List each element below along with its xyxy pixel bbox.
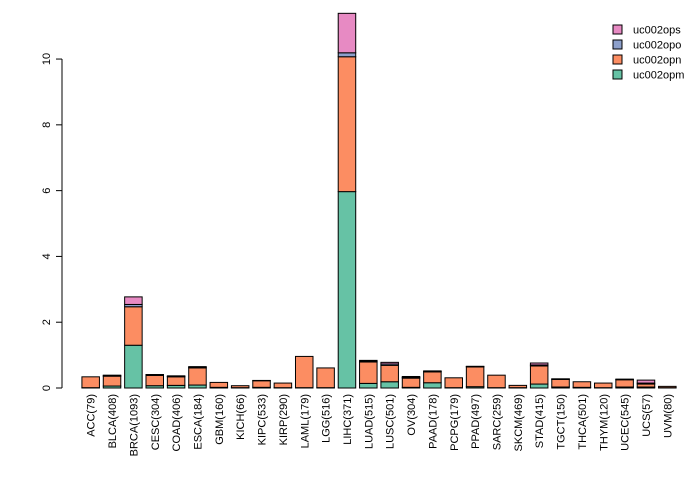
bar-uc002opn-paad178 — [423, 371, 442, 384]
bar-uc002ops-blca408 — [102, 374, 122, 377]
y-tick-label: 2 — [41, 319, 53, 325]
bar-uc002opn-kirp290 — [273, 382, 293, 389]
bar-uc002opn-thca501 — [572, 381, 592, 388]
x-tick-label: THYM(120) — [598, 394, 610, 451]
x-tick-label: UVM(80) — [662, 394, 674, 438]
bar-uc002opn-uvm80 — [658, 385, 677, 389]
bar-uc002opn-kipc533 — [252, 380, 271, 388]
bar-uc002opn-stad415 — [529, 365, 549, 385]
x-tick-label: ESCA(184) — [192, 394, 204, 450]
bar-uc002opm-stad415 — [529, 383, 549, 389]
x-tick-label: LUSC(501) — [385, 394, 397, 449]
x-tick-label: SKCM(469) — [513, 394, 525, 451]
bar-uc002opm-lihc371 — [337, 191, 357, 389]
bar-uc002ops-ucs57 — [636, 379, 656, 384]
x-tick-label: PPAD(497) — [470, 394, 482, 449]
y-tick-label: 6 — [41, 188, 53, 194]
y-tick-label: 8 — [41, 122, 53, 128]
bar-uc002opn-luad515 — [359, 361, 378, 384]
bar-uc002ops-cesc304 — [145, 374, 165, 376]
legend: uc002ops uc002opo uc002opn uc002opm — [612, 24, 684, 82]
bar-uc002opn-thym120 — [593, 382, 613, 389]
bar-uc002opn-laml179 — [294, 355, 314, 389]
bar-uc002opn-tgct150 — [551, 378, 570, 388]
y-axis: 0 2 4 6 8 10 — [41, 53, 63, 391]
bar-uc002opn-sarc259 — [487, 374, 506, 389]
x-tick-label: PCPG(179) — [449, 394, 461, 451]
bar-uc002opn-acc79 — [81, 376, 100, 389]
bar-uc002opn-cesc304 — [145, 375, 165, 387]
x-tick-label: KICH(66) — [235, 394, 247, 440]
bar-uc002ops-brca1093 — [124, 296, 143, 305]
y-tick-label: 4 — [41, 253, 53, 259]
x-tick-label: ACC(79) — [86, 394, 98, 437]
bar-uc002ops-lusc501 — [380, 361, 399, 365]
x-tick-label: THCA(501) — [577, 394, 589, 450]
bar-uc002opn-lusc501 — [380, 364, 399, 383]
legend-swatch-uc002opm — [612, 69, 623, 80]
bar-uc002opn-brca1093 — [124, 306, 143, 346]
bar-uc002opn-kich66 — [230, 385, 250, 389]
x-tick-label: UCS(57) — [641, 394, 653, 437]
x-tick-label: OV(304) — [406, 394, 418, 436]
bar-uc002opn-lihc371 — [337, 56, 357, 193]
bars-layer — [81, 12, 677, 389]
x-tick-label: BRCA(1093) — [128, 394, 140, 456]
x-tick-label: STAD(415) — [534, 394, 546, 448]
bar-uc002opn-esca184 — [188, 367, 207, 386]
bar-uc002opn-coad406 — [166, 376, 186, 386]
bar-uc002ops-esca184 — [188, 366, 207, 368]
x-tick-label: KIPC(533) — [257, 394, 269, 445]
x-tick-label: COAD(406) — [171, 394, 183, 451]
legend-swatch-uc002opn — [612, 54, 623, 65]
legend-label-uc002opm: uc002opm — [633, 70, 684, 82]
bar-uc002ops-stad415 — [529, 362, 549, 366]
x-tick-label: LIHC(371) — [342, 394, 354, 445]
legend-label-uc002ops: uc002ops — [633, 25, 681, 37]
x-tick-label: CESC(304) — [150, 394, 162, 450]
bar-uc002opm-paad178 — [423, 382, 442, 389]
y-tick-label: 0 — [41, 385, 53, 391]
x-tick-label: LUAD(515) — [363, 394, 375, 449]
legend-label-uc002opo: uc002opo — [633, 40, 681, 52]
x-tick-label: UCEC(545) — [620, 394, 632, 451]
bar-uc002ops-coad406 — [166, 375, 186, 377]
bar-uc002opn-ucec545 — [615, 379, 634, 388]
x-tick-labels: ACC(79) BLCA(408) BRCA(1093) CESC(304) COAD(… — [86, 394, 675, 456]
bar-uc002opm-lusc501 — [380, 381, 399, 389]
bar-uc002opn-pcpg179 — [444, 377, 463, 389]
x-tick-label: TGCT(150) — [556, 394, 568, 450]
bar-uc002opn-gbm160 — [209, 381, 229, 388]
x-tick-label: LGG(516) — [321, 394, 333, 443]
y-tick-label: 10 — [41, 53, 53, 65]
x-tick-label: BLCA(408) — [107, 394, 119, 448]
x-tick-label: KIRP(290) — [278, 394, 290, 445]
legend-label-uc002opn: uc002opn — [633, 55, 681, 67]
legend-swatch-uc002opo — [612, 39, 623, 50]
bar-uc002opo-lihc371 — [337, 52, 357, 58]
bar-uc002opn-skcm469 — [508, 384, 528, 389]
bar-uc002opn-ppad497 — [465, 366, 485, 388]
x-tick-label: SARC(259) — [491, 394, 503, 450]
bar-uc002opn-lgg516 — [316, 367, 335, 389]
legend-swatch-uc002ops — [612, 24, 623, 35]
bar-uc002opm-luad515 — [359, 382, 378, 389]
bar-uc002opn-blca408 — [102, 375, 122, 387]
bar-uc002ops-paad178 — [423, 370, 442, 373]
bar-uc002ops-luad515 — [359, 359, 378, 362]
bar-uc002ops-lihc371 — [337, 12, 357, 54]
x-tick-label: GBM(160) — [214, 394, 226, 445]
bar-uc002opn-ov304 — [401, 377, 421, 388]
bar-uc002ops-ov304 — [401, 375, 421, 378]
bar-uc002opm-brca1093 — [124, 344, 143, 389]
x-tick-label: PAAD(178) — [427, 394, 439, 449]
x-tick-label: LAML(179) — [299, 394, 311, 448]
